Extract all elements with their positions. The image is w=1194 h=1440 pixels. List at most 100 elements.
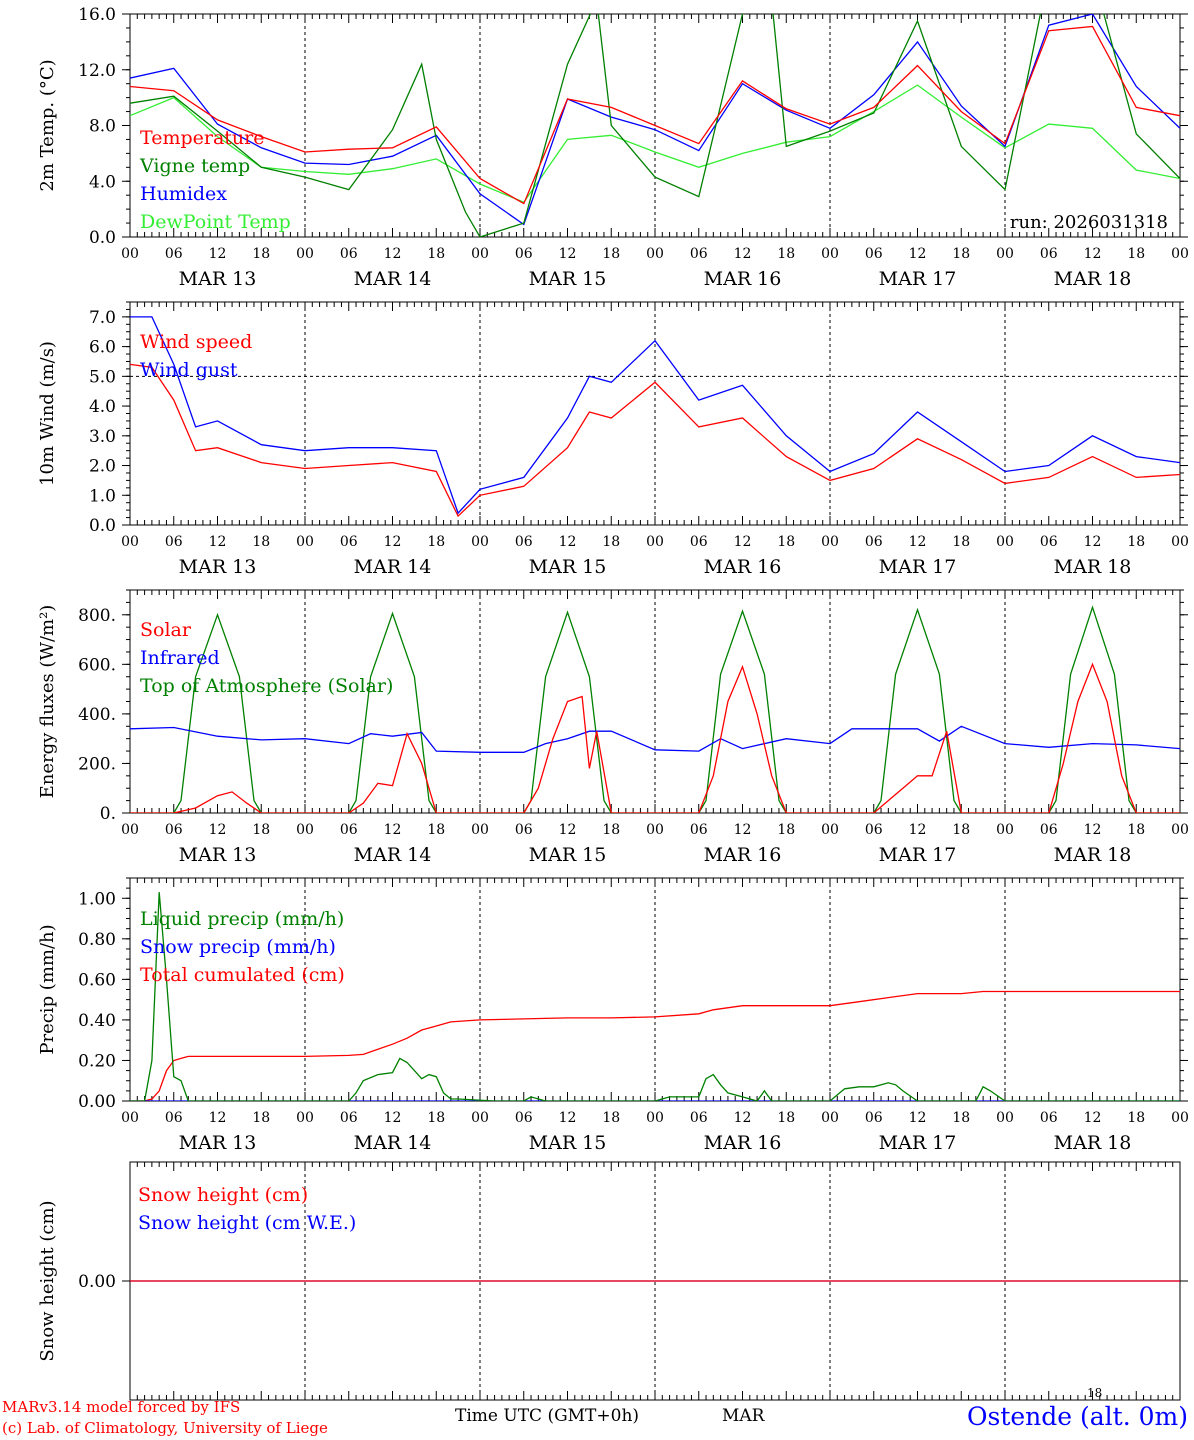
- x-tick-label: 00: [646, 246, 664, 262]
- series-line-wind-gust: [130, 316, 1180, 515]
- x-tick-label: 00: [996, 822, 1014, 838]
- series-line-dewpoint-temp: [130, 84, 1180, 204]
- y-tick-label: 0.60: [78, 970, 116, 990]
- x-tick-label: 06: [515, 822, 533, 838]
- x-tick-label: 18: [777, 246, 795, 262]
- x-tick-label: 12: [209, 822, 227, 838]
- x-tick-label: 00: [296, 822, 314, 838]
- x-tick-label: 00: [1171, 246, 1189, 262]
- x-tick-label: 06: [865, 822, 883, 838]
- legend-entry: Wind speed: [140, 331, 252, 353]
- y-tick-label: 0.00: [78, 1092, 116, 1112]
- y-tick-label: 2.0: [89, 457, 116, 477]
- y-tick-label: 5.0: [89, 367, 116, 387]
- legend-entry: Temperature: [140, 127, 264, 149]
- x-tick-label: 00: [821, 822, 839, 838]
- x-tick-label: 12: [209, 534, 227, 550]
- x-tick-label: 00: [121, 822, 139, 838]
- day-label: MAR 14: [354, 268, 432, 290]
- legend-entry: Total cumulated (cm): [140, 964, 345, 986]
- y-axis-label: 10m Wind (m/s): [37, 341, 58, 486]
- x-tick-label: 18: [1127, 534, 1145, 550]
- y-tick-label: 600.: [78, 655, 116, 675]
- y-tick-label: 0.20: [78, 1051, 116, 1071]
- y-axis-label: 2m Temp. (°C): [37, 59, 58, 191]
- day-label: MAR 17: [879, 844, 957, 866]
- x-tick-label: 06: [165, 1110, 183, 1126]
- x-tick-label: 18: [427, 246, 445, 262]
- x-tick-label: 06: [340, 822, 358, 838]
- legend-entry: Solar: [140, 619, 192, 641]
- x-tick-label: 06: [865, 534, 883, 550]
- y-axis-label: Snow height (cm): [37, 1200, 58, 1361]
- legend-entry: Top of Atmosphere (Solar): [140, 675, 393, 697]
- day-label: MAR 14: [354, 556, 432, 578]
- series-line-temperature: [130, 25, 1180, 205]
- legend-entry: DewPoint Temp: [140, 211, 291, 233]
- x-tick-label: 06: [165, 534, 183, 550]
- x-tick-label: 18: [777, 822, 795, 838]
- y-tick-label: 1.0: [89, 486, 116, 506]
- panel-3: 0. 200. 400. 600. 800. Energy fluxes (W/m²) 00…: [37, 589, 1189, 866]
- x-tick-label: 06: [515, 246, 533, 262]
- y-tick-label: 4.0: [89, 397, 116, 417]
- panel-1: 0.0 4.0 8.0 12.0 16.0 2m Temp. (°C) 00 06 12 18 00…: [37, 5, 1189, 290]
- x-tick-label: 00: [121, 246, 139, 262]
- x-tick-label: 00: [121, 534, 139, 550]
- x-tick-label: 06: [690, 246, 708, 262]
- footer-small-label: 18: [1087, 1386, 1103, 1400]
- day-label: MAR 17: [879, 1132, 957, 1154]
- x-tick-label: 00: [471, 534, 489, 550]
- x-tick-label: 18: [777, 534, 795, 550]
- legend-entry: Liquid precip (mm/h): [140, 908, 344, 930]
- x-tick-label: 06: [165, 822, 183, 838]
- series-line-vigne-temp: [130, 14, 1180, 237]
- y-tick-label: 0.40: [78, 1011, 116, 1031]
- x-tick-label: 12: [209, 1110, 227, 1126]
- day-label: MAR 15: [529, 1132, 607, 1154]
- y-tick-label: 12.0: [78, 61, 116, 81]
- x-tick-label: 00: [1171, 534, 1189, 550]
- legend-entry: Infrared: [140, 647, 220, 669]
- day-label: MAR 18: [1054, 1132, 1132, 1154]
- x-tick-label: 12: [1084, 1110, 1102, 1126]
- x-tick-label: 12: [909, 534, 927, 550]
- y-tick-label: 200.: [78, 754, 116, 774]
- x-tick-label: 12: [1084, 246, 1102, 262]
- x-tick-label: 00: [471, 822, 489, 838]
- legend-entry: Wind gust: [140, 359, 238, 381]
- legend-entry: Snow precip (mm/h): [140, 936, 336, 958]
- y-tick-label: 7.0: [89, 308, 116, 328]
- x-tick-label: 12: [384, 1110, 402, 1126]
- x-tick-label: 06: [165, 246, 183, 262]
- x-tick-label: 00: [646, 1110, 664, 1126]
- x-tick-label: 06: [340, 534, 358, 550]
- day-label: MAR 15: [529, 844, 607, 866]
- series-line-humidex: [130, 14, 1180, 226]
- day-label: MAR 18: [1054, 268, 1132, 290]
- series-line-wind-speed: [130, 363, 1180, 518]
- day-label: MAR 17: [879, 268, 957, 290]
- x-tick-label: 18: [1127, 1110, 1145, 1126]
- x-tick-label: 12: [384, 534, 402, 550]
- station-name: Ostende (alt. 0m): [967, 1402, 1188, 1431]
- x-tick-label: 18: [252, 246, 270, 262]
- time-axis-label: Time UTC (GMT+0h): [455, 1406, 640, 1426]
- legend-entry: Vigne temp: [139, 155, 250, 177]
- x-tick-label: 00: [996, 1110, 1014, 1126]
- panel-4: 0.00 0.20 0.40 0.60 0.80 1.00 Precip (mm/h) 00 0…: [37, 877, 1189, 1154]
- y-tick-label: 1.00: [78, 889, 116, 909]
- y-axis-label: Precip (mm/h): [37, 924, 58, 1054]
- y-tick-label: 4.0: [89, 172, 116, 192]
- x-tick-label: 00: [821, 1110, 839, 1126]
- y-tick-label: 0.80: [78, 930, 116, 950]
- x-tick-label: 00: [646, 534, 664, 550]
- x-tick-label: 12: [209, 246, 227, 262]
- x-tick-label: 12: [1084, 534, 1102, 550]
- y-tick-label: 0.: [100, 804, 116, 824]
- x-tick-label: 18: [602, 1110, 620, 1126]
- x-tick-label: 12: [734, 246, 752, 262]
- x-tick-label: 00: [121, 1110, 139, 1126]
- x-tick-label: 06: [1040, 534, 1058, 550]
